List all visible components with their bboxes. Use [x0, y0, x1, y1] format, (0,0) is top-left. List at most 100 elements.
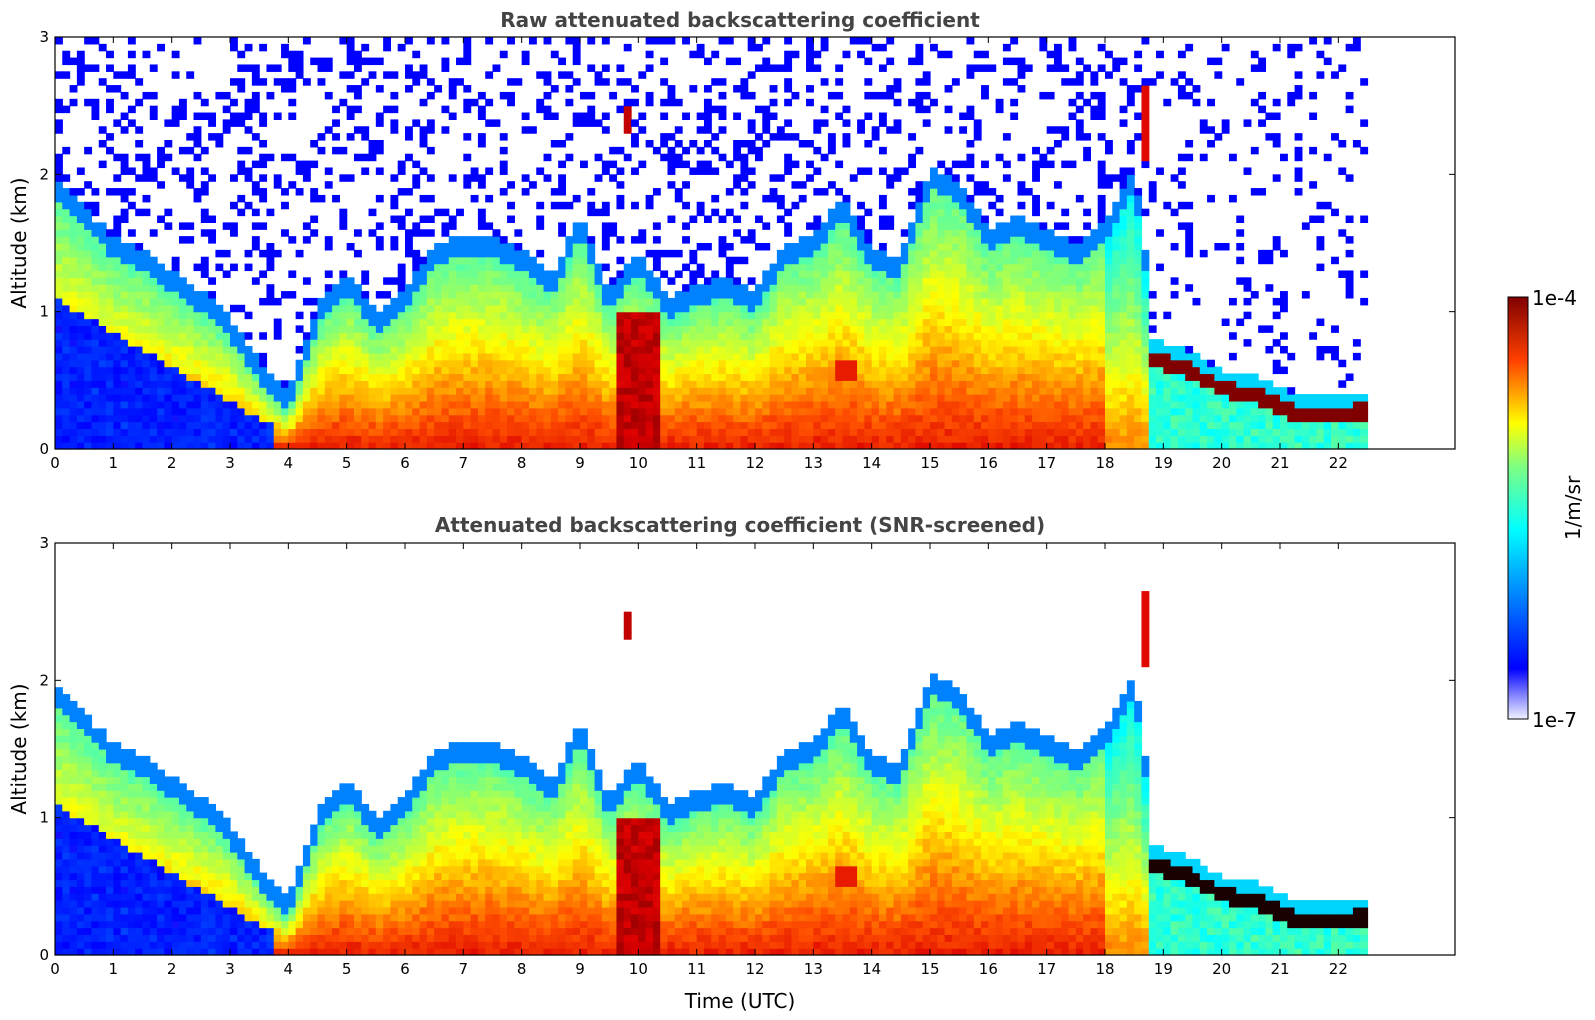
heatmap-cell — [259, 249, 268, 258]
heatmap-cell — [930, 332, 938, 340]
heatmap-cell — [550, 400, 559, 409]
heatmap-cell — [893, 174, 902, 182]
heatmap-cell — [784, 160, 793, 169]
heatmap-cell — [353, 428, 362, 436]
heatmap-cell — [324, 325, 333, 333]
heatmap-cell — [477, 174, 486, 182]
heatmap-cell — [91, 311, 100, 320]
heatmap-cell — [572, 318, 581, 326]
heatmap-cell — [514, 359, 523, 368]
heatmap-cell — [937, 366, 946, 375]
heatmap-cell — [1024, 428, 1033, 436]
heatmap-cell — [878, 442, 887, 450]
heatmap-cell — [55, 352, 63, 361]
heatmap-cell — [448, 249, 457, 258]
heatmap-cell — [864, 325, 873, 333]
heatmap-cell — [835, 304, 844, 313]
heatmap-cell — [419, 352, 428, 361]
heatmap-cell — [84, 98, 93, 107]
heatmap-cell — [660, 297, 669, 306]
heatmap-cell — [470, 194, 479, 203]
heatmap-cell — [930, 243, 938, 251]
heatmap-cell — [762, 64, 771, 72]
heatmap-cell — [281, 435, 289, 443]
heatmap-cell — [200, 146, 209, 155]
heatmap-cell — [718, 236, 727, 244]
heatmap-cell — [747, 325, 756, 333]
heatmap-cell — [886, 263, 895, 272]
heatmap-cell — [908, 98, 917, 107]
heatmap-cell — [638, 325, 647, 333]
heatmap-cell — [791, 359, 800, 368]
heatmap-cell — [288, 50, 297, 59]
heatmap-cell — [565, 304, 574, 313]
heatmap-cell — [689, 284, 698, 292]
heatmap-cell — [558, 366, 567, 375]
heatmap-cell — [1002, 249, 1011, 258]
heatmap-cell — [733, 297, 742, 306]
heatmap-cell — [937, 215, 946, 223]
heatmap-cell — [91, 277, 100, 285]
heatmap-cell — [886, 394, 895, 402]
heatmap-cell — [791, 284, 800, 292]
heatmap-cell — [521, 442, 530, 450]
heatmap-cell — [251, 208, 260, 217]
heatmap-cell — [565, 325, 574, 333]
heatmap-cell — [601, 366, 610, 375]
heatmap-cell — [937, 325, 946, 333]
heatmap-cell — [740, 366, 749, 375]
heatmap-cell — [528, 352, 537, 361]
heatmap-cell — [937, 188, 946, 196]
heatmap-cell — [820, 414, 829, 423]
heatmap-cell — [76, 311, 85, 320]
heatmap-cell — [820, 78, 829, 86]
heatmap-cell — [310, 380, 319, 388]
heatmap-cell — [434, 387, 443, 395]
heatmap-cell — [295, 380, 304, 388]
heatmap-cell — [864, 249, 873, 258]
heatmap-cell — [317, 325, 326, 333]
heatmap-cell — [755, 311, 763, 320]
heatmap-cell — [791, 318, 800, 326]
heatmap-cell — [842, 215, 851, 223]
heatmap-cell — [696, 243, 705, 251]
heatmap-cell — [346, 133, 355, 141]
heatmap-cell — [528, 291, 537, 299]
heatmap-cell — [1010, 394, 1019, 402]
heatmap-cell — [324, 407, 333, 416]
heatmap-cell — [230, 229, 238, 237]
heatmap-cell — [791, 277, 800, 285]
heatmap-cell — [835, 339, 844, 347]
heatmap-cell — [791, 133, 800, 141]
heatmap-cell — [762, 126, 771, 134]
heatmap-cell — [572, 414, 581, 423]
heatmap-cell — [711, 291, 720, 299]
heatmap-cell — [631, 366, 639, 375]
heatmap-cell — [937, 442, 946, 450]
heatmap-cell — [55, 174, 63, 182]
heatmap-cell — [638, 332, 647, 340]
heatmap-cell — [120, 277, 129, 285]
heatmap-cell — [922, 188, 931, 196]
heatmap-cell — [499, 339, 508, 347]
heatmap-cell — [171, 304, 180, 313]
heatmap-cell — [871, 284, 880, 292]
heatmap-cell — [171, 421, 180, 429]
heatmap-cell — [857, 297, 865, 306]
heatmap-cell — [565, 373, 574, 381]
heatmap-cell — [842, 373, 851, 381]
heatmap-cell — [149, 407, 158, 416]
heatmap-cell — [857, 346, 865, 354]
heatmap-cell — [755, 387, 763, 395]
heatmap-cell — [981, 160, 989, 169]
heatmap-cell — [55, 366, 63, 375]
heatmap-cell — [412, 428, 421, 436]
heatmap-cell — [1024, 407, 1033, 416]
heatmap-cell — [281, 442, 289, 450]
heatmap-cell — [784, 359, 793, 368]
heatmap-cell — [434, 352, 443, 361]
heatmap-cell — [835, 243, 844, 251]
heatmap-cell — [820, 435, 829, 443]
heatmap-cell — [361, 339, 370, 347]
heatmap-cell — [784, 387, 793, 395]
